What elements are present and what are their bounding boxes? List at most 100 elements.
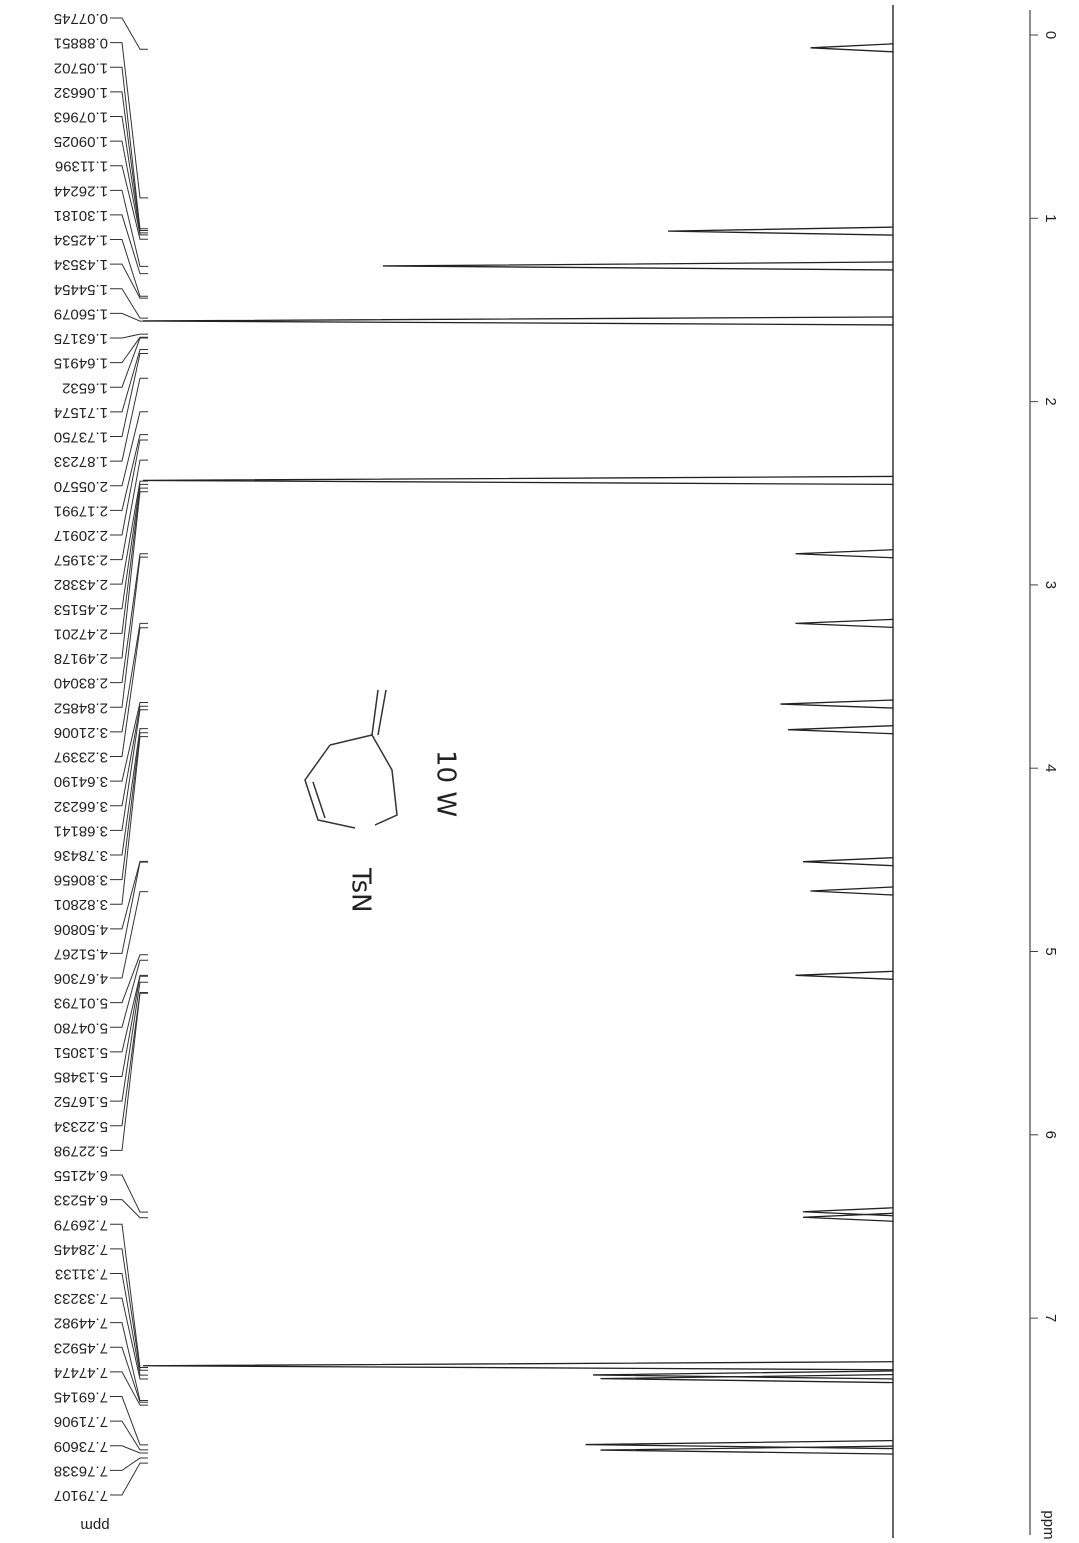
peak-leader: [110, 214, 148, 275]
peak-leader: [110, 1248, 148, 1371]
peak-label: 3.64190: [54, 773, 108, 790]
peak-leader: [110, 483, 148, 610]
peak-label: 7.73609: [54, 1438, 108, 1455]
peak-leader: [110, 189, 148, 267]
peak-label: 7.33233: [54, 1290, 108, 1307]
peak-label: 4.51267: [54, 945, 108, 962]
x-tick-label: 3: [1042, 581, 1059, 589]
peak-label: 1.6532: [62, 379, 108, 396]
peak-label: 0.07745: [54, 10, 108, 27]
peak-leader: [110, 1420, 148, 1451]
peak-label: 4.67306: [54, 970, 108, 987]
peak: [142, 475, 894, 486]
peak-leader: [110, 352, 148, 437]
peak: [592, 1370, 894, 1380]
peak-leader: [110, 336, 148, 364]
peak-leader: [110, 263, 148, 299]
peak-label: 4.50806: [54, 921, 108, 938]
peak-label: 3.80656: [54, 872, 108, 889]
peak-leader: [110, 1174, 148, 1213]
x-tick-label: 2: [1042, 397, 1059, 405]
peak-leader: [110, 434, 148, 511]
peak: [585, 1439, 894, 1450]
peak-label: 2.05570: [54, 478, 108, 495]
peak: [787, 725, 894, 735]
peak-label: 1.11396: [55, 158, 108, 175]
peak: [142, 1361, 894, 1371]
peak-label: 3.23397: [54, 749, 108, 766]
peak-leader: [110, 622, 148, 733]
peak-label: 3.21006: [54, 724, 108, 741]
peak-leader: [110, 1322, 148, 1402]
peak-leader: [110, 705, 148, 807]
sample-label: 10 W: [431, 750, 461, 817]
peak-label: 3.82801: [54, 896, 108, 913]
peak-label: 5.22798: [54, 1142, 108, 1159]
structure-drawing: [304, 689, 398, 829]
peak-label: 7.76338: [54, 1462, 108, 1479]
peak-label: 6.45233: [54, 1192, 108, 1209]
peak-leader: [110, 732, 148, 881]
peak-label: 3.66232: [54, 798, 108, 815]
peak-leader: [110, 312, 148, 322]
peak-leader: [110, 1396, 148, 1446]
peak-label: 2.17991: [54, 502, 108, 519]
x-axis-label: ppm: [1040, 1510, 1057, 1539]
peak-leader: [110, 66, 148, 230]
peak-leader: [110, 91, 148, 231]
peak-label: 2.45153: [54, 601, 108, 618]
peak-leader: [110, 702, 148, 782]
peak-leader: [110, 861, 148, 954]
peak-label: 7.47474: [54, 1364, 108, 1381]
peak-leader: [110, 1346, 148, 1403]
peak-label: 5.16752: [54, 1093, 108, 1110]
peak-leader: [110, 377, 148, 462]
peak-label: 2.20917: [54, 527, 108, 544]
peak-label: 1.71574: [54, 404, 108, 421]
peak-label: 5.13051: [54, 1044, 108, 1061]
peak-label: 2.31957: [54, 552, 108, 569]
peak-label: 1.06632: [54, 84, 108, 101]
peak-label: 1.42534: [54, 232, 108, 249]
peak-leader: [110, 439, 148, 536]
peak-leader: [110, 553, 148, 684]
x-tick-label: 7: [1042, 1314, 1059, 1322]
peak-leader: [110, 991, 148, 1127]
peak-leader: [110, 1272, 148, 1376]
x-tick-label: 5: [1042, 947, 1059, 955]
peak-leader: [110, 709, 148, 831]
peak-leader: [110, 975, 148, 1078]
peak: [600, 1445, 894, 1455]
peak-leader: [110, 1462, 148, 1496]
peak: [810, 43, 894, 53]
peak-leader: [110, 1371, 148, 1406]
peak-leader: [110, 1199, 148, 1219]
x-tick-label: 6: [1042, 1131, 1059, 1139]
peak-label: 5.01793: [54, 995, 108, 1012]
peak-label: 5.13485: [54, 1069, 108, 1086]
peak-label: 0.88851: [54, 35, 108, 52]
peak-label: 2.47201: [54, 625, 108, 642]
peak-leader: [110, 1223, 148, 1369]
peak-label: 1.73750: [54, 429, 108, 446]
peak-leader: [110, 480, 148, 585]
peak-label: 1.87233: [54, 453, 108, 470]
peak-label: 7.71906: [54, 1413, 108, 1430]
peak-label: 1.07963: [54, 108, 108, 125]
peak-leader: [110, 411, 148, 487]
peak-leader: [110, 17, 148, 50]
peak-leader: [110, 627, 148, 757]
peak-leader: [110, 140, 148, 236]
peak-leader: [110, 1457, 148, 1471]
peak-label: 2.49178: [54, 650, 108, 667]
peak-label: 7.69145: [54, 1389, 108, 1406]
peak-list-title: ppm: [80, 1517, 109, 1534]
peak-label: 1.09025: [54, 133, 108, 150]
peak-leader: [110, 337, 148, 388]
peak-leader: [110, 736, 148, 905]
peak-label: 7.45923: [54, 1339, 108, 1356]
x-tick-label: 0: [1042, 31, 1059, 39]
peak: [802, 1207, 894, 1217]
peak-leader: [110, 1297, 148, 1380]
